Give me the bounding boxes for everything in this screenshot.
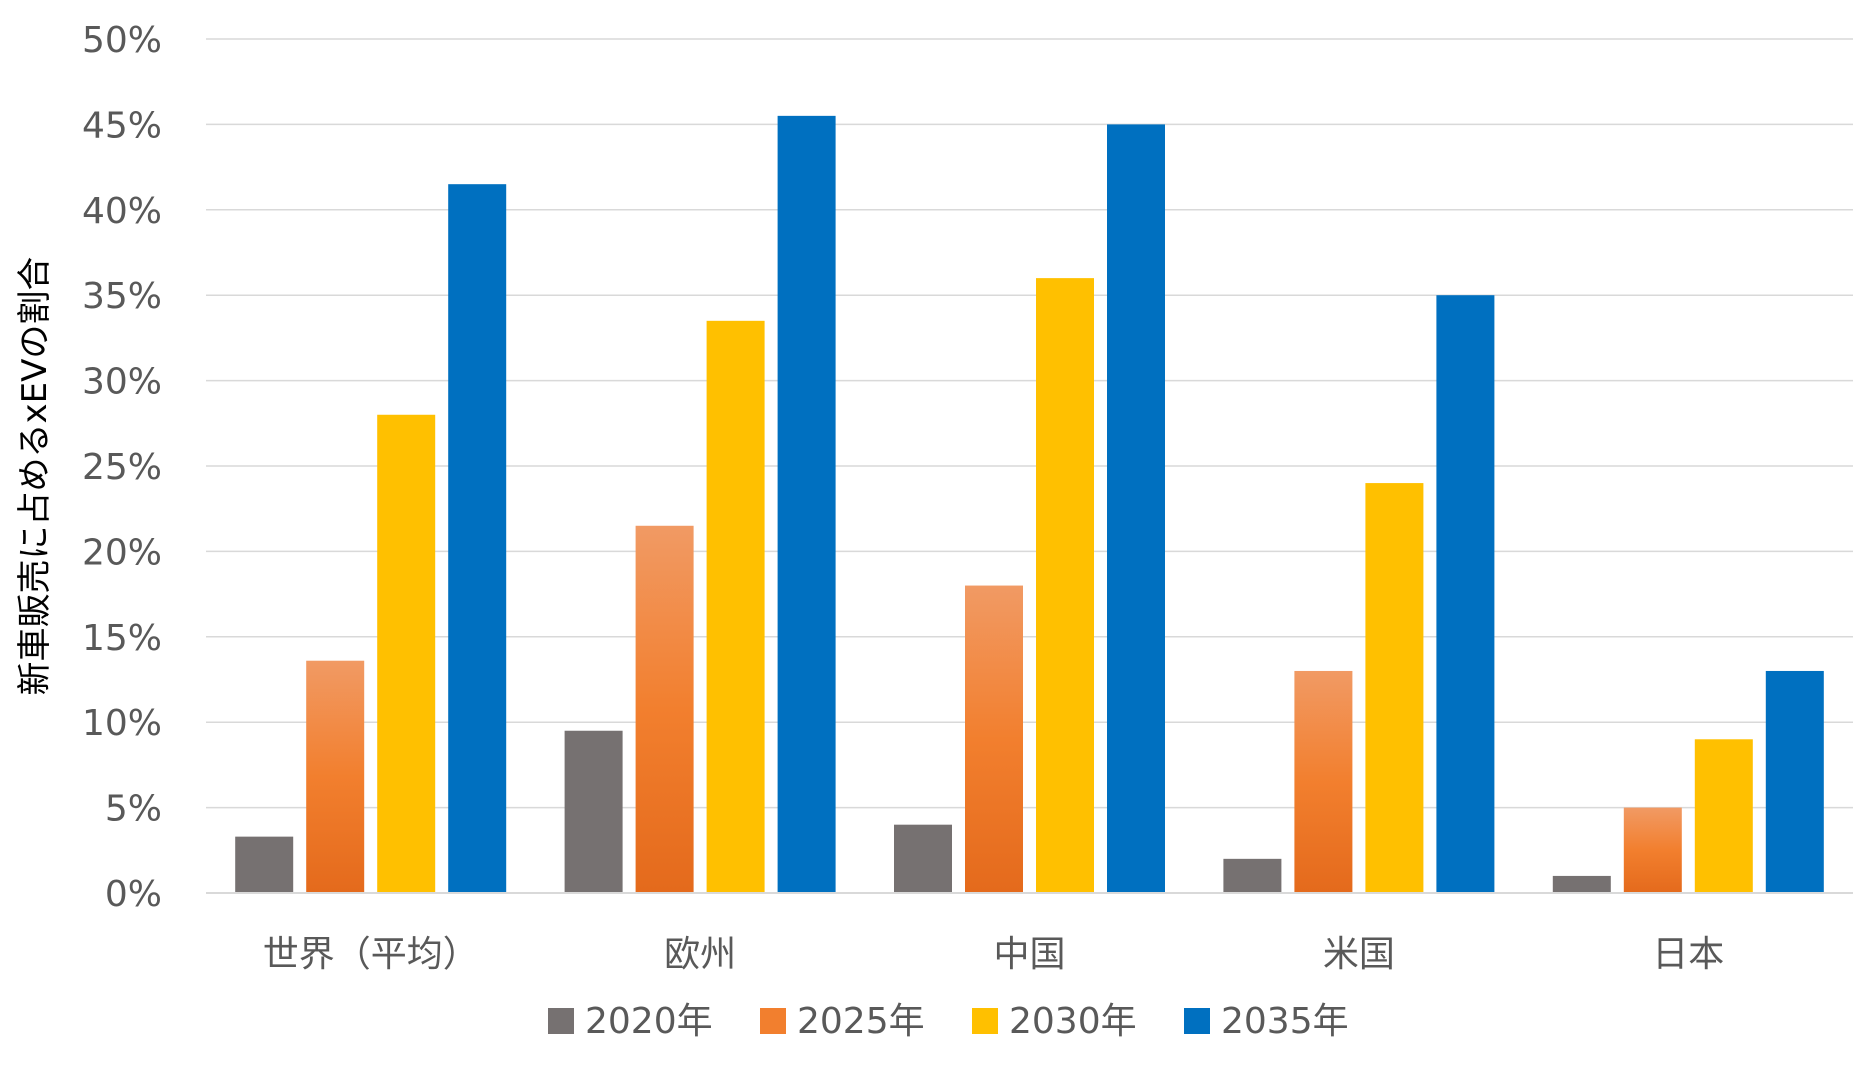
bar: [1365, 483, 1424, 893]
bar: [777, 115, 836, 894]
y-tick-label: 30%: [82, 362, 162, 403]
bar: [1223, 858, 1282, 893]
bar: [706, 320, 765, 893]
bar: [1694, 739, 1753, 893]
bar: [894, 824, 952, 893]
legend-swatch: [1184, 1008, 1210, 1034]
legend-label: 2025年: [797, 1001, 925, 1042]
y-tick-label: 50%: [82, 20, 162, 61]
y-axis-label: 新車販売に占めるxEVの割合: [15, 257, 55, 696]
legend-label: 2035年: [1221, 1001, 1349, 1042]
x-tick-label: 中国: [993, 934, 1065, 975]
bar: [1036, 278, 1094, 893]
bar: [377, 414, 436, 893]
legend-swatch: [972, 1008, 998, 1034]
bar: [1436, 295, 1495, 893]
y-tick-label: 10%: [82, 703, 162, 744]
y-tick-label: 20%: [82, 532, 162, 573]
y-tick-label: 0%: [105, 874, 162, 915]
y-tick-label: 5%: [105, 789, 162, 830]
bar: [1623, 807, 1682, 893]
x-tick-label: 日本: [1652, 934, 1724, 975]
bar: [1765, 670, 1824, 893]
y-tick-label: 45%: [82, 105, 162, 146]
y-tick-label: 25%: [82, 447, 162, 488]
legend-label: 2030年: [1009, 1001, 1137, 1042]
bar: [1552, 875, 1611, 893]
bar: [564, 730, 623, 893]
x-tick-label: 欧州: [664, 934, 736, 975]
x-axis-ticks: 世界（平均） 欧州 中国 米国 日本: [263, 934, 1725, 975]
legend-label: 2020年: [585, 1001, 713, 1042]
x-tick-label: 米国: [1323, 934, 1395, 975]
bar: [965, 585, 1023, 893]
y-tick-label: 40%: [82, 191, 162, 232]
legend-swatch: [548, 1008, 574, 1034]
x-tick-label: 世界（平均）: [263, 934, 479, 975]
bar: [1294, 670, 1353, 893]
bar: [306, 660, 365, 893]
bar: [235, 836, 294, 893]
bars: [235, 115, 1824, 894]
bar: [1107, 124, 1165, 893]
legend-swatch: [760, 1008, 786, 1034]
bar: [448, 184, 507, 893]
bar: [635, 525, 694, 893]
legend: 2020年 2025年 2030年 2035年: [548, 1001, 1349, 1042]
y-tick-label: 35%: [82, 276, 162, 317]
y-axis-ticks: 0% 5% 10% 15% 20% 25% 30% 35% 40% 45% 50%: [82, 20, 162, 915]
y-tick-label: 15%: [82, 618, 162, 659]
